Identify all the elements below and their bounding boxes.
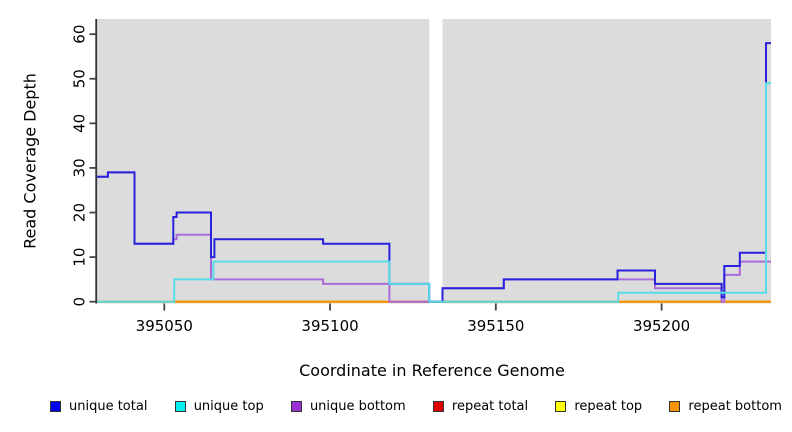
legend-label-repeat-total: repeat total	[451, 399, 529, 414]
y-axis-title: Read Coverage Depth	[20, 73, 40, 249]
legend-label-repeat-top: repeat top	[574, 399, 643, 414]
legend-item-repeat-top: repeat top	[555, 399, 642, 414]
series-line-unique-top	[97, 82, 771, 303]
x-tick-label: 395050	[136, 317, 193, 335]
y-tick-label: 50	[71, 69, 89, 88]
y-tick-label: 60	[71, 25, 89, 44]
legend-item-repeat-bottom: repeat bottom	[669, 399, 782, 414]
legend: unique total unique top unique bottom repea…	[0, 399, 792, 414]
y-tick-label: 30	[71, 158, 89, 177]
y-tick-label: 10	[71, 248, 89, 267]
legend-swatch-repeat-total	[432, 401, 444, 412]
legend-item-unique-top: unique top	[174, 399, 264, 414]
y-tick-label: 40	[71, 114, 89, 133]
legend-swatch-unique-top	[174, 401, 186, 412]
y-tick-label: 20	[71, 203, 89, 222]
legend-item-repeat-total: repeat total	[432, 399, 529, 414]
legend-swatch-unique-bottom	[290, 401, 302, 412]
legend-swatch-repeat-top	[555, 401, 567, 412]
coverage-chart: 0 10 20 30 40 50 60 395050 395100 395150 395200	[71, 19, 771, 335]
legend-label-unique-top: unique top	[193, 399, 264, 414]
x-tick-label: 395200	[633, 317, 690, 335]
legend-swatch-unique-total	[50, 401, 61, 412]
legend-label-unique-total: unique total	[69, 399, 148, 414]
legend-item-unique-bottom: unique bottom	[290, 399, 406, 414]
x-tick-label: 395150	[467, 317, 524, 335]
x-axis-title: Coordinate in Reference Genome	[299, 361, 565, 380]
legend-label-unique-bottom: unique bottom	[309, 399, 406, 414]
legend-label-repeat-bottom: repeat bottom	[688, 399, 782, 414]
y-tick-label: 0	[71, 297, 89, 307]
x-tick-label: 395100	[301, 317, 358, 335]
legend-swatch-repeat-bottom	[669, 401, 681, 412]
legend-item-unique-total: unique total	[50, 399, 147, 414]
coverage-gap-band	[429, 19, 443, 304]
